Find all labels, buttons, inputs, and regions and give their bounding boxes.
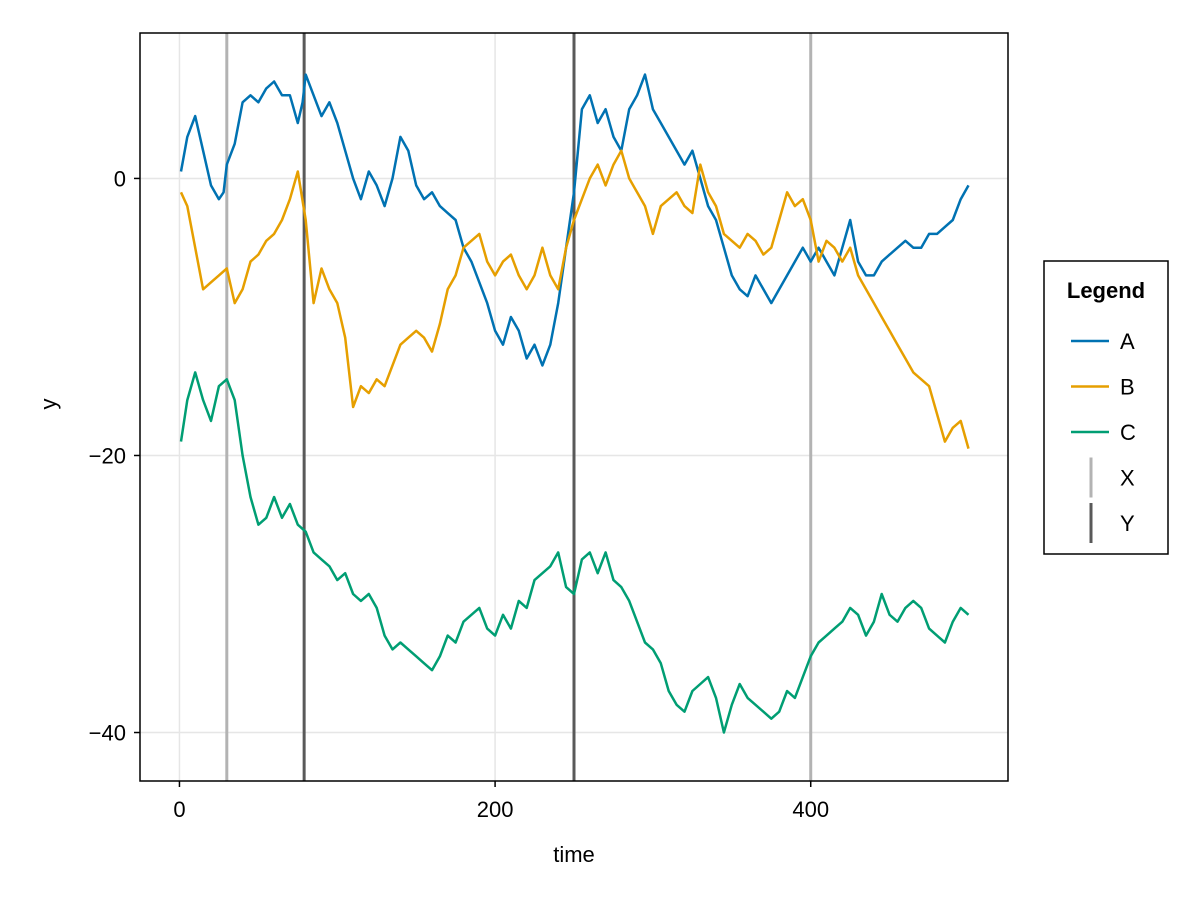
x-tick-label: 400: [792, 797, 829, 822]
x-tick-label: 0: [173, 797, 185, 822]
series-line-b: [179, 149, 970, 449]
y-tick-label: −40: [89, 721, 126, 746]
legend-label-x: X: [1120, 466, 1135, 491]
legend-label-c: C: [1120, 420, 1136, 445]
legend-label-y: Y: [1120, 511, 1135, 536]
series-line-c: [179, 371, 970, 734]
y-axis-label: y: [36, 399, 61, 410]
legend-label-b: B: [1120, 375, 1135, 400]
y-tick-label: 0: [114, 166, 126, 191]
plot-frame: [139, 32, 1009, 782]
vertical-lines: [225, 33, 813, 781]
x-tick-label: 200: [477, 797, 514, 822]
legend-box: [1043, 260, 1169, 555]
y-tick-label: −20: [89, 443, 126, 468]
legend-title: Legend: [1067, 278, 1145, 303]
series-lines: [179, 73, 970, 734]
x-axis-label: time: [553, 842, 595, 867]
legend-label-a: A: [1120, 329, 1135, 354]
y-axis: 0 −20 −40: [89, 166, 140, 746]
x-axis: 0 200 400: [173, 781, 829, 822]
